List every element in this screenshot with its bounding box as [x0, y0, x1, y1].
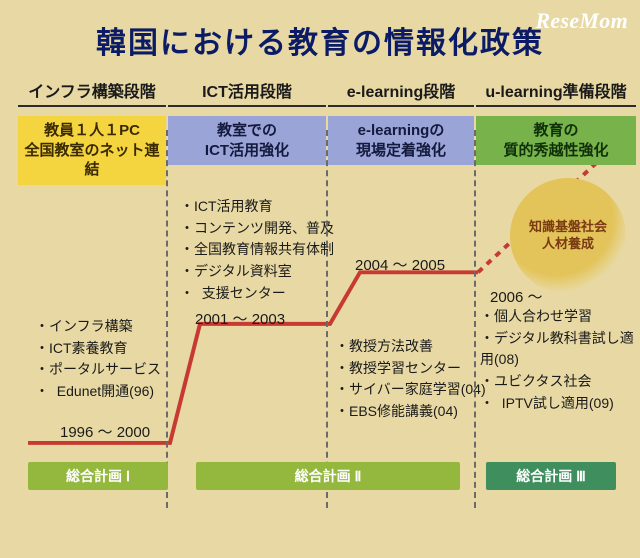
- phase-subheader: e-learningの現場定着強化: [328, 116, 474, 165]
- phase-subheader: 教室でのICT活用強化: [168, 116, 326, 165]
- highlight-circle: 知識基盤社会人材養成: [510, 178, 626, 294]
- plan-bar: 総合計画 Ⅰ: [28, 462, 168, 490]
- plan-bar: 総合計画 Ⅲ: [486, 462, 616, 490]
- phase-period: 2006 ～: [490, 286, 543, 307]
- phase-period: 2001 ～ 2003: [195, 308, 285, 329]
- phase-period: 2004 ～ 2005: [355, 254, 445, 275]
- phase-items: ICT活用教育コンテンツ開発、普及全国教育情報共有体制デジタル資料室 支援センタ…: [180, 196, 334, 304]
- phase-header: ICT活用段階: [168, 78, 326, 107]
- phase-header: u-learning準備段階: [476, 78, 636, 107]
- watermark: ReseMom: [535, 8, 628, 34]
- phase-separator: [326, 130, 328, 508]
- chart-area: 知識基盤社会人材養成 インフラ構築段階教員１人１PC全国教室のネット連結インフラ…: [0, 62, 640, 558]
- phase-items: 教授方法改善教授学習センターサイバー家庭学習(04)EBS修能講義(04): [335, 336, 486, 423]
- phase-header: インフラ構築段階: [18, 78, 166, 107]
- slide: 韓国における教育の情報化政策 知識基盤社会人材養成 インフラ構築段階教員１人１P…: [0, 0, 640, 558]
- phase-subheader: 教員１人１PC全国教室のネット連結: [18, 116, 166, 185]
- phase-header: e-learning段階: [328, 78, 474, 107]
- plan-bar: 総合計画 Ⅱ: [196, 462, 460, 490]
- phase-subheader: 教育の質的秀越性強化: [476, 116, 636, 165]
- phase-separator: [166, 130, 168, 508]
- phase-period: 1996 ～ 2000: [60, 421, 150, 442]
- phase-separator: [474, 130, 476, 508]
- slide-title: 韓国における教育の情報化政策: [96, 18, 544, 62]
- phase-items: インフラ構築ICT素養教育ポータルサービス Edunet開通(96): [35, 316, 161, 403]
- phase-items: 個人合わせ学習デジタル教科書試し適用(08)ユビクタス社会 IPTV試し適用(0…: [480, 306, 640, 414]
